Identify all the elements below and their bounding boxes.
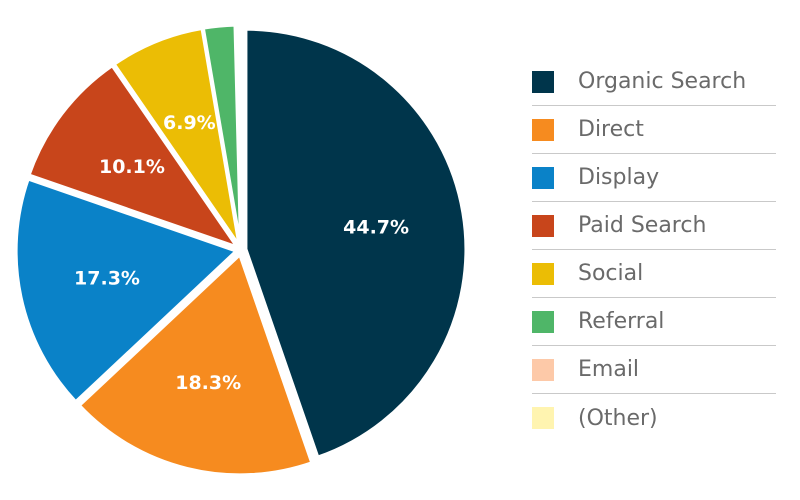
legend-swatch <box>532 70 554 93</box>
legend-item: (Other) <box>532 394 776 442</box>
legend-label: Paid Search <box>578 213 707 238</box>
legend: Organic Search Direct Display Paid Search So… <box>532 58 776 442</box>
pie-slice-paid-search <box>27 64 239 249</box>
slice-value-label: 17.3% <box>74 268 140 290</box>
slice-value-label: 18.3% <box>175 372 241 394</box>
slice-value-label: 44.7% <box>343 216 409 238</box>
legend-item: Referral <box>532 298 776 346</box>
slice-value-label: 10.1% <box>99 156 165 178</box>
legend-item: Display <box>532 154 776 202</box>
pie-slice-social <box>112 27 241 247</box>
legend-label: Display <box>578 165 660 190</box>
legend-label: Referral <box>578 309 665 334</box>
pie-slice-direct <box>77 253 314 477</box>
legend-swatch <box>532 118 554 141</box>
legend-swatch <box>532 407 554 429</box>
legend-item: Organic Search <box>532 58 776 106</box>
legend-label: Email <box>578 357 640 382</box>
slice-value-label: 6.9% <box>163 112 216 134</box>
legend-swatch <box>532 214 554 237</box>
legend-item: Paid Search <box>532 202 776 250</box>
legend-label: Direct <box>578 117 644 142</box>
pie-slice-organic-search <box>244 27 468 459</box>
legend-item: Direct <box>532 106 776 154</box>
pie-slice-display <box>14 177 238 404</box>
legend-item: Social <box>532 250 776 298</box>
pie-chart: 44.7% 18.3% 17.3% 10.1% 6.9% <box>14 23 468 477</box>
legend-label: Organic Search <box>578 69 747 94</box>
legend-item: Email <box>532 346 776 394</box>
legend-swatch <box>532 358 554 381</box>
legend-swatch <box>532 166 554 189</box>
legend-swatch <box>532 310 554 333</box>
legend-label: Social <box>578 261 644 286</box>
pie-slice-other <box>236 23 243 247</box>
legend-label: (Other) <box>578 405 658 431</box>
legend-swatch <box>532 262 554 285</box>
